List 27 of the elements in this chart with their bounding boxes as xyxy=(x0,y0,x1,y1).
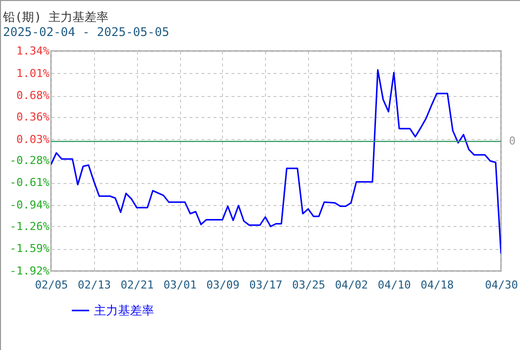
x-tick-label: 04/02 xyxy=(334,278,368,292)
x-tick-label: 03/17 xyxy=(249,278,282,292)
y-tick-label: -0.94% xyxy=(10,198,50,212)
x-tick-label: 04/10 xyxy=(378,278,411,292)
y-tick-label: -0.28% xyxy=(10,154,50,167)
x-tick-label: 03/25 xyxy=(292,278,326,292)
y-tick-label: 1.34% xyxy=(16,44,50,58)
x-tick-label: 03/01 xyxy=(164,278,197,292)
y-tick-label: 1.01% xyxy=(16,66,50,80)
y-tick-label: 0.36% xyxy=(16,110,50,124)
y-tick-label: 0.03% xyxy=(16,132,50,146)
x-tick-label: 02/13 xyxy=(78,278,111,292)
y-tick-label: -1.26% xyxy=(10,220,50,233)
chart-subtitle: 2025-02-04 - 2025-05-05 xyxy=(3,25,170,39)
ref-line-label: 0 xyxy=(509,134,516,148)
y-tick-label: -1.59% xyxy=(10,242,50,256)
legend-label: 主力基差率 xyxy=(94,304,154,318)
x-tick-label: 02/21 xyxy=(120,278,154,292)
x-tick-label: 04/18 xyxy=(420,278,454,292)
y-tick-label: -1.92% xyxy=(10,264,50,278)
y-tick-label: -0.61% xyxy=(10,176,50,190)
chart-title: 铅(期) 主力基差率 xyxy=(2,10,109,24)
line-series xyxy=(51,69,501,254)
x-tick-label: 03/09 xyxy=(206,278,240,292)
y-tick-label: 0.68% xyxy=(16,89,50,102)
x-tick-label: 04/30 xyxy=(484,278,518,292)
x-tick-label: 02/05 xyxy=(34,278,68,292)
